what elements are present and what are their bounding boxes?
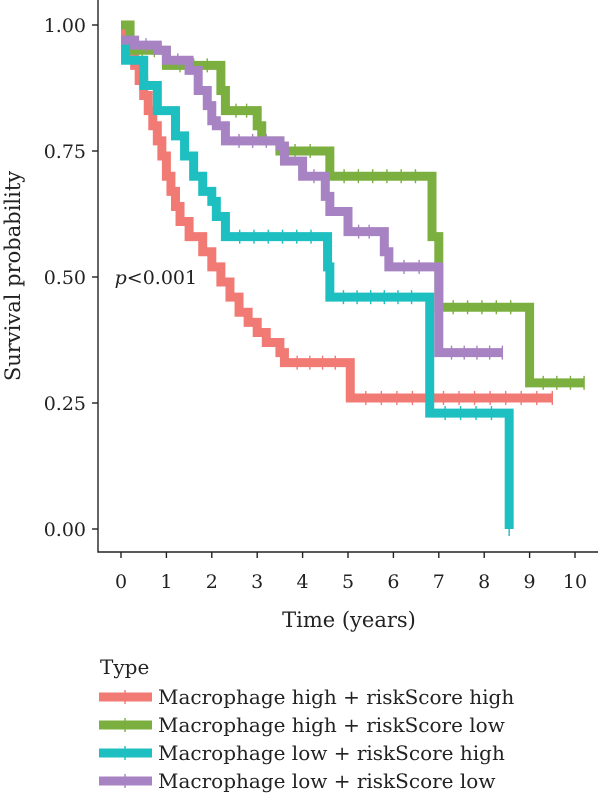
- legend-label: Macrophage high + riskScore high: [158, 685, 514, 709]
- x-tick-label: 7: [433, 571, 445, 593]
- axes-group: [97, 0, 598, 553]
- y-ticks: 0.00 0.25 0.50 0.75 1.00: [44, 15, 98, 541]
- legend-label: Macrophage low + riskScore low: [158, 769, 495, 793]
- x-tick-label: 8: [478, 571, 490, 593]
- x-tick-label: 2: [206, 571, 218, 593]
- y-axis-title: Survival probability: [1, 171, 25, 381]
- y-tick-label: 0.50: [44, 267, 86, 289]
- x-tick-label: 10: [563, 571, 587, 593]
- p-value-annotation: p<0.001: [115, 267, 197, 289]
- y-tick-label: 0.25: [44, 393, 86, 415]
- axis-frame: [97, 0, 598, 553]
- legend-label: Macrophage high + riskScore low: [158, 713, 505, 737]
- y-tick-label: 0.75: [44, 141, 86, 163]
- x-tick-label: 9: [524, 571, 536, 593]
- y-tick-label: 0.00: [44, 519, 86, 541]
- legend-title: Type: [100, 655, 149, 679]
- legend-label: Macrophage low + riskScore high: [158, 741, 505, 765]
- legend: Macrophage high + riskScore high Macropha…: [99, 685, 514, 793]
- x-ticks: 0 1 2 3 4 5 6 7 8 9 10: [115, 552, 587, 593]
- x-tick-label: 0: [115, 571, 127, 593]
- x-tick-label: 1: [160, 571, 172, 593]
- p-value-text: <0.001: [127, 267, 197, 289]
- survival-curve-series-3: [121, 35, 514, 529]
- x-axis-title: Time (years): [282, 608, 416, 632]
- y-tick-label: 1.00: [44, 15, 86, 37]
- x-tick-label: 6: [387, 571, 399, 593]
- survival-curve-series-2: [121, 20, 585, 388]
- x-tick-label: 3: [251, 571, 263, 593]
- x-tick-label: 4: [297, 571, 309, 593]
- series-group: [121, 20, 585, 536]
- x-tick-label: 5: [342, 571, 354, 593]
- p-value-italic: p: [115, 267, 127, 289]
